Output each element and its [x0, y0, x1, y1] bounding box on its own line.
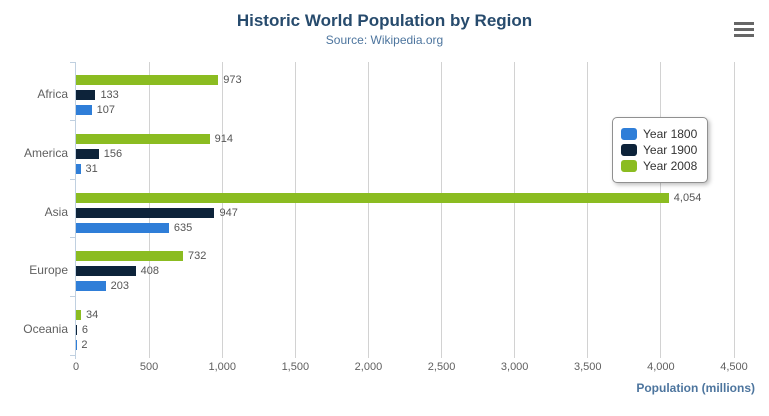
gridline	[587, 62, 589, 358]
chart-subtitle: Source: Wikipedia.org	[325, 33, 444, 47]
category-label-africa: Africa	[37, 87, 68, 102]
hamburger-menu-icon	[734, 27, 754, 31]
bar-europe-year-1800[interactable]	[76, 281, 106, 292]
category-label-europe: Europe	[29, 263, 68, 278]
data-label: 732	[188, 250, 207, 263]
x-axis-tick-label: 4,000	[647, 361, 675, 373]
x-axis-tick-label: 2,000	[354, 361, 383, 373]
category-label-oceania: Oceania	[23, 321, 68, 336]
category-label-america: America	[23, 145, 68, 160]
hamburger-menu-icon	[734, 33, 754, 37]
data-label: 156	[103, 147, 123, 160]
legend-label: Year 2008	[643, 159, 698, 173]
x-axis-tick-label: 4,500	[720, 361, 748, 373]
category-axis-tick	[70, 354, 75, 356]
bar-america-year-2008[interactable]	[76, 133, 210, 144]
data-label: 6	[81, 323, 88, 336]
data-label: 914	[214, 132, 233, 145]
legend-label: Year 1800	[643, 127, 698, 141]
bar-asia-year-2008[interactable]	[76, 192, 669, 203]
legend-label: Year 1900	[643, 143, 698, 157]
legend-symbol-icon	[621, 128, 637, 140]
gridline	[294, 62, 296, 358]
category-axis-tick	[70, 237, 75, 239]
data-label: 4,054	[673, 191, 702, 204]
bar-europe-year-1900[interactable]	[76, 266, 136, 277]
legend: Year 1800 Year 1900 Year 2008	[612, 117, 709, 183]
data-label: 947	[219, 206, 238, 219]
data-label: 107	[96, 104, 115, 117]
x-axis-tick-label: 3,000	[500, 361, 529, 373]
legend-item-year-1800[interactable]: Year 1800	[621, 127, 697, 141]
gridline	[733, 62, 735, 358]
bar-europe-year-2008[interactable]	[76, 251, 184, 262]
data-label: 635	[173, 221, 193, 234]
context-menu-button[interactable]	[731, 18, 757, 40]
x-axis-tick-label: 2,500	[427, 361, 456, 373]
category-axis-tick	[70, 178, 75, 180]
data-label: 2	[81, 338, 88, 351]
bar-oceania-year-1900[interactable]	[76, 324, 77, 335]
bar-oceania-year-2008[interactable]	[76, 309, 81, 320]
x-axis-tick-label: 1,500	[281, 361, 310, 373]
category-axis-tick	[70, 120, 75, 122]
legend-item-year-2008[interactable]: Year 2008	[621, 159, 697, 173]
hamburger-menu-icon	[734, 21, 754, 25]
bar-asia-year-1900[interactable]	[76, 207, 215, 218]
gridline	[514, 62, 516, 358]
bar-africa-year-1800[interactable]	[76, 105, 92, 116]
x-axis-title: Population (millions)	[636, 381, 755, 395]
bar-africa-year-1900[interactable]	[76, 90, 96, 101]
bar-america-year-1900[interactable]	[76, 148, 99, 159]
gridline	[221, 62, 223, 358]
bar-america-year-1800[interactable]	[76, 163, 81, 174]
category-label-asia: Asia	[44, 204, 68, 219]
legend-symbol-icon	[621, 160, 637, 172]
category-axis-tick	[70, 295, 75, 297]
data-label: 34	[85, 308, 99, 321]
data-label: 973	[223, 74, 242, 87]
x-axis-tick-label: 500	[139, 361, 159, 373]
plot-area: 973 133 107 914 156 31 4,054 947 635 732 408 203 34 6…	[70, 61, 735, 359]
x-axis-tick-label: 3,500	[574, 361, 602, 373]
legend-symbol-icon	[621, 144, 637, 156]
data-label: 408	[140, 265, 160, 278]
x-axis-tick-label: 0	[72, 361, 80, 373]
bar-africa-year-2008[interactable]	[76, 75, 219, 86]
legend-item-year-1900[interactable]: Year 1900	[621, 143, 697, 157]
gridline	[367, 62, 369, 358]
gridline	[660, 62, 662, 358]
category-axis-tick	[70, 61, 75, 63]
data-label: 133	[100, 89, 119, 102]
chart-title: Historic World Population by Region	[236, 11, 533, 30]
x-axis-tick-label: 1,000	[208, 361, 236, 373]
category-axis-line	[75, 62, 76, 359]
gridline	[441, 62, 443, 358]
bar-asia-year-1800[interactable]	[76, 222, 169, 233]
data-label: 203	[110, 280, 130, 293]
data-label: 31	[85, 162, 98, 175]
